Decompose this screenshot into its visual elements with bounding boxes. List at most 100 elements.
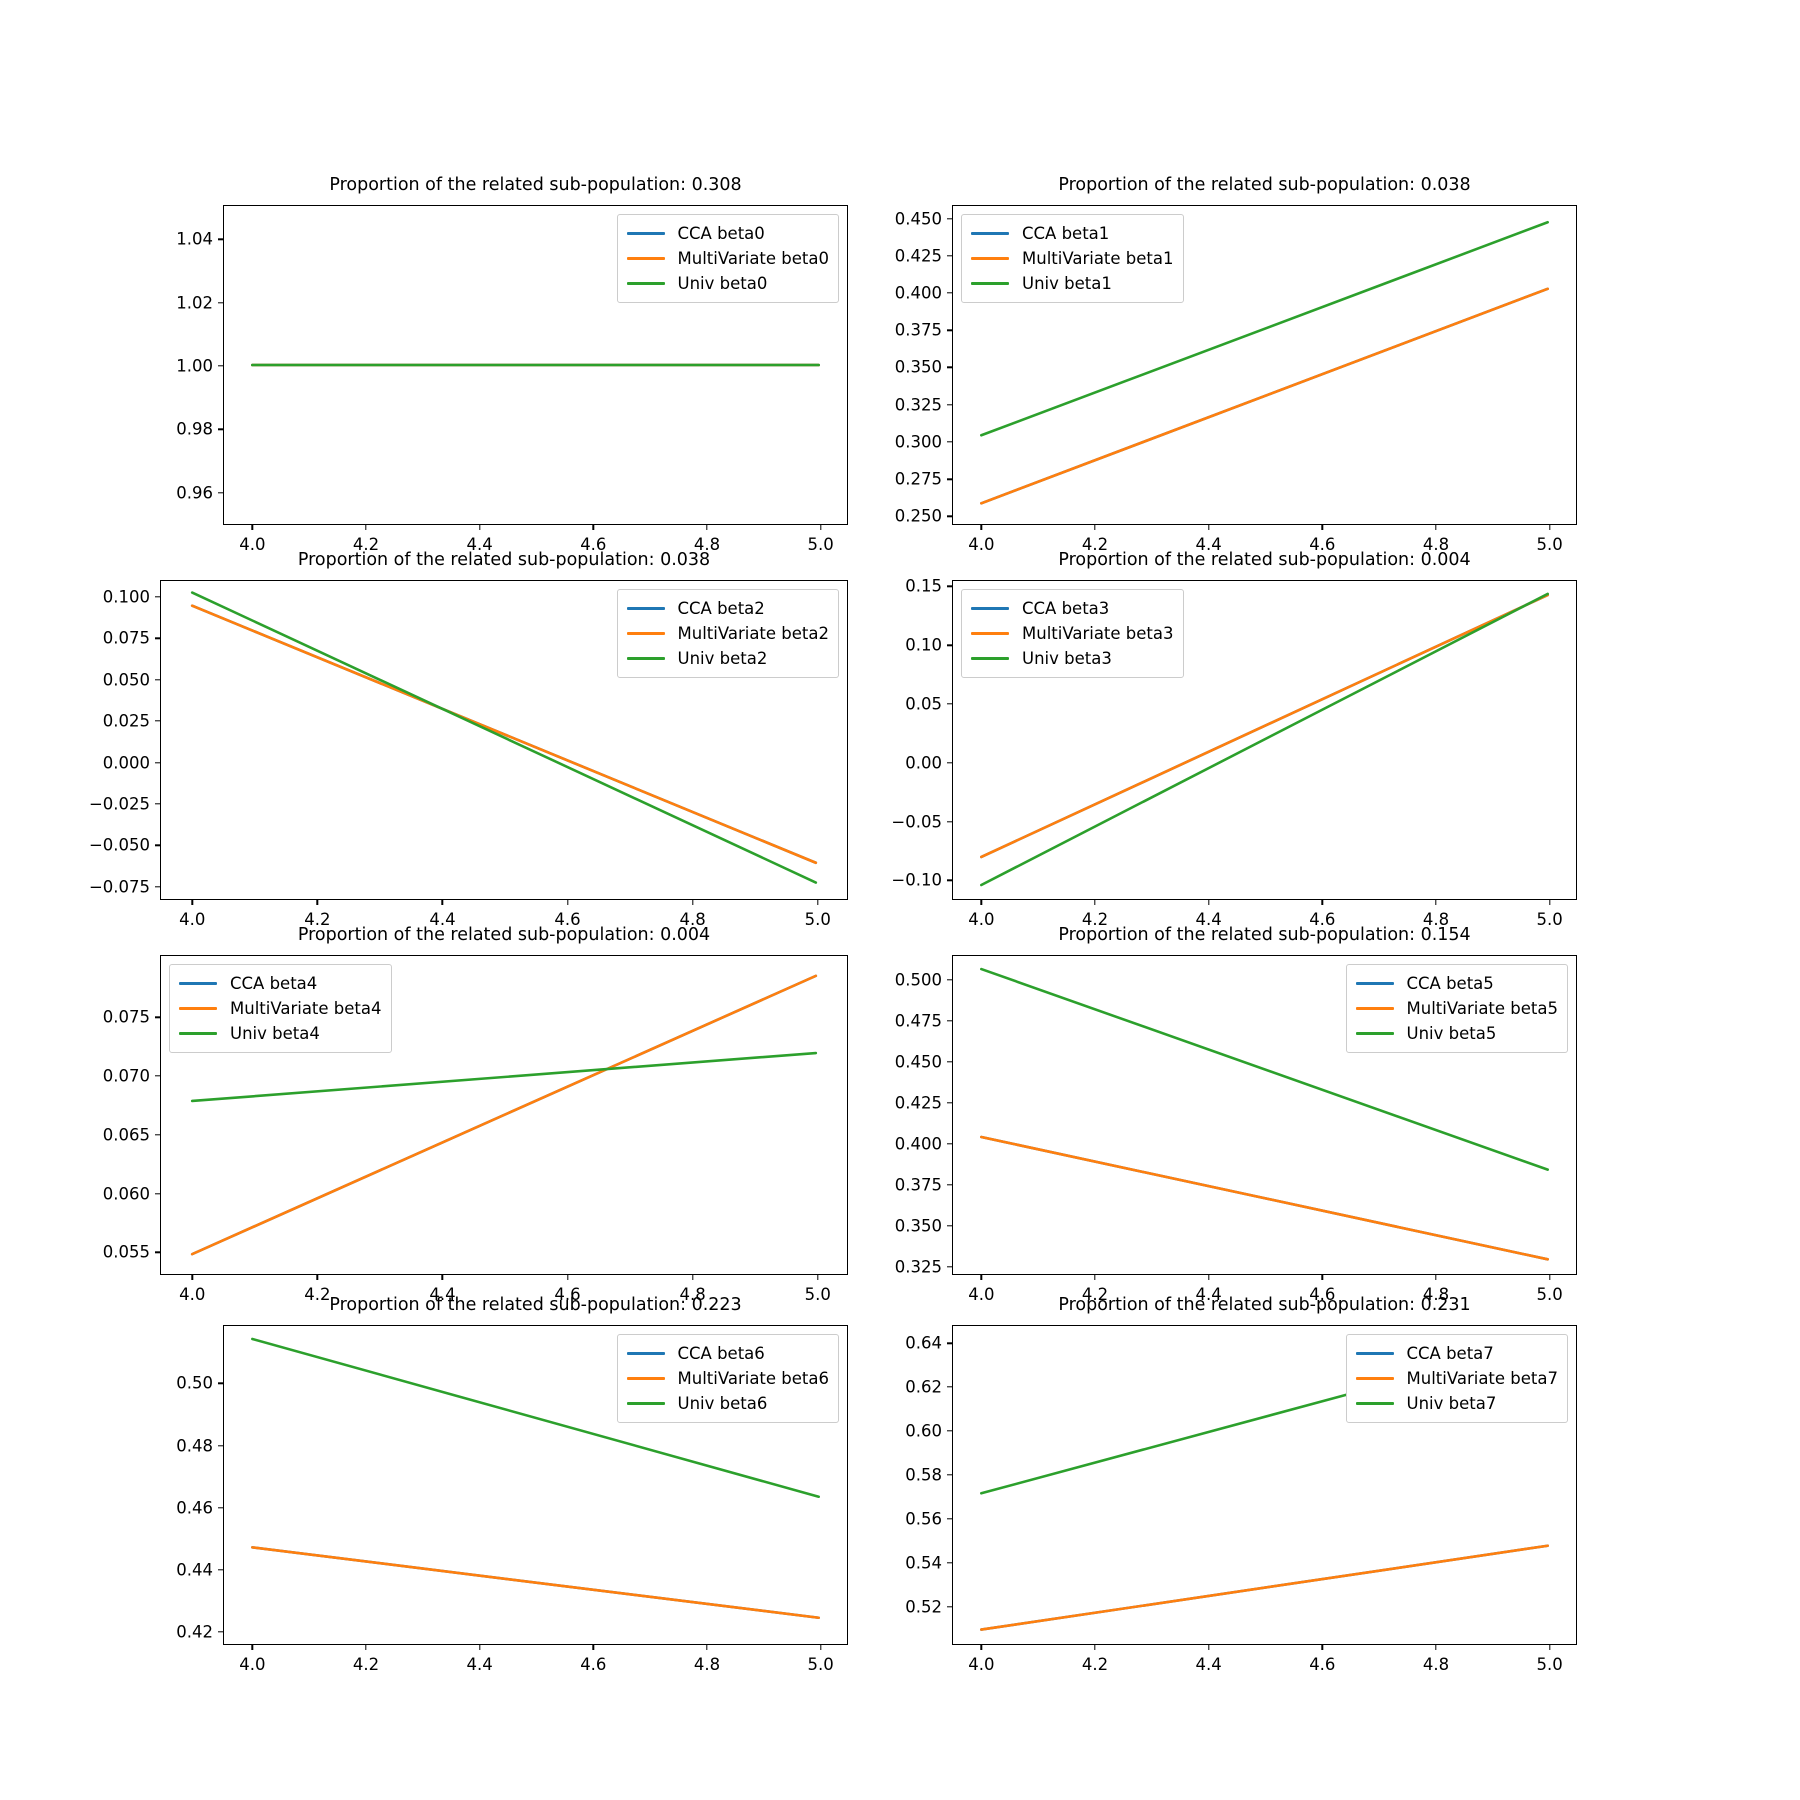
y-tick-label-0-0: 1.04 — [176, 229, 213, 249]
y-tick-mark-2-3 — [155, 720, 161, 722]
y-tick-label-5-4: 0.400 — [894, 1134, 942, 1154]
x-tick-mark-2-3 — [566, 899, 569, 905]
line-series-5-2 — [980, 967, 1549, 1171]
x-tick-mark-7-5 — [1548, 1644, 1551, 1650]
x-tick-label-6-1: 4.2 — [352, 1655, 380, 1674]
x-tick-mark-6-3 — [592, 1644, 595, 1650]
y-tick-mark-4-2 — [155, 1134, 161, 1136]
x-tick-label-1-3: 4.6 — [1309, 535, 1336, 554]
x-tick-label-1-2: 4.4 — [1195, 535, 1222, 554]
legend-swatch-icon-0-0 — [626, 232, 665, 235]
x-tick-mark-3-5 — [1548, 899, 1551, 905]
subplot-title-2: Proportion of the related sub-population… — [297, 550, 711, 570]
y-tick-mark-2-7 — [155, 886, 161, 888]
y-tick-label-5-6: 0.350 — [894, 1216, 942, 1236]
legend-item-5-1: MultiVariate beta5 — [1355, 996, 1559, 1021]
y-tick-mark-2-1 — [155, 637, 161, 639]
legend-swatch-icon-1-2 — [971, 282, 1009, 285]
y-tick-mark-4-4 — [155, 1251, 161, 1254]
y-tick-label-6-0: 0.50 — [176, 1373, 213, 1393]
y-tick-label-2-5: −0.025 — [88, 794, 150, 814]
x-tick-label-3-1: 4.2 — [1081, 910, 1109, 929]
y-tick-label-7-1: 0.62 — [905, 1377, 942, 1397]
y-tick-mark-3-5 — [947, 879, 953, 882]
y-tick-label-5-5: 0.375 — [894, 1175, 942, 1195]
x-tick-label-5-4: 4.8 — [1422, 1285, 1450, 1304]
x-tick-label-2-4: 4.8 — [679, 910, 706, 929]
x-tick-mark-4-0 — [191, 1274, 193, 1280]
x-tick-label-4-5: 5.0 — [804, 1285, 831, 1304]
x-tick-mark-1-3 — [1321, 524, 1324, 530]
legend-swatch-icon-1-1 — [971, 257, 1009, 260]
legend-4: CCA beta4 MultiVariate beta4 Univ beta4 — [169, 964, 392, 1053]
y-tick-mark-7-5 — [947, 1562, 953, 1564]
legend-item-0-2: Univ beta0 — [626, 271, 830, 296]
legend-label-6-0: CCA beta6 — [677, 1343, 765, 1363]
y-tick-mark-1-0 — [947, 217, 953, 220]
x-tick-label-4-2: 4.4 — [429, 1285, 456, 1304]
y-tick-label-0-3: 0.98 — [176, 419, 213, 439]
y-tick-mark-0-3 — [218, 428, 224, 431]
legend-5: CCA beta5 MultiVariate beta5 Univ beta5 — [1345, 964, 1568, 1053]
y-tick-label-7-4: 0.56 — [905, 1509, 942, 1529]
y-tick-mark-2-2 — [155, 678, 161, 681]
y-tick-label-6-3: 0.44 — [176, 1560, 213, 1580]
y-tick-mark-5-2 — [947, 1061, 953, 1063]
legend-item-7-1: MultiVariate beta7 — [1355, 1366, 1558, 1391]
y-tick-label-6-4: 0.42 — [176, 1622, 213, 1642]
legend-swatch-icon-4-1 — [179, 1007, 217, 1010]
x-tick-label-0-0: 4.0 — [239, 535, 266, 554]
plot-area-1: 0.450 0.425 0.400 0.375 0.350 0.325 0.300 0.275… — [895, 205, 1577, 554]
y-tick-mark-4-3 — [155, 1192, 161, 1195]
y-tick-mark-6-0 — [218, 1382, 224, 1385]
x-tick-mark-3-4 — [1435, 899, 1437, 905]
legend-swatch-icon-6-0 — [626, 1352, 665, 1355]
y-tick-mark-1-2 — [947, 292, 953, 294]
legend-swatch-icon-3-2 — [971, 657, 1009, 660]
x-tick-label-3-0: 4.0 — [968, 910, 995, 929]
x-tick-label-4-0: 4.0 — [179, 1285, 206, 1304]
x-tick-mark-5-1 — [1094, 1274, 1096, 1280]
legend-label-1-0: CCA beta1 — [1022, 223, 1110, 243]
x-tick-mark-5-4 — [1435, 1274, 1437, 1280]
legend-item-3-2: Univ beta3 — [971, 646, 1174, 671]
legend-label-2-0: CCA beta2 — [677, 598, 765, 618]
y-tick-mark-3-0 — [947, 585, 953, 587]
y-tick-mark-7-4 — [947, 1518, 953, 1520]
y-tick-mark-5-4 — [947, 1143, 953, 1145]
y-tick-label-7-5: 0.54 — [905, 1553, 942, 1573]
x-tick-label-6-3: 4.6 — [580, 1655, 607, 1674]
legend-label-7-0: CCA beta7 — [1406, 1343, 1494, 1363]
line-series-2-1 — [190, 604, 818, 865]
y-tick-mark-1-7 — [947, 478, 953, 480]
y-tick-label-0-2: 1.00 — [176, 356, 213, 376]
y-tick-mark-6-4 — [218, 1631, 224, 1633]
plot-area-2: 0.100 0.075 0.050 0.025 0.000 −0.025 −0.050 −0.… — [89, 580, 848, 929]
y-tick-mark-7-1 — [947, 1386, 953, 1388]
y-tick-mark-5-1 — [947, 1020, 953, 1022]
y-tick-mark-0-4 — [218, 492, 224, 494]
y-tick-mark-2-0 — [155, 596, 161, 598]
x-tick-mark-0-0 — [251, 524, 254, 530]
x-tick-mark-2-0 — [191, 899, 193, 905]
plot-area-5: 0.500 0.475 0.450 0.425 0.400 0.375 0.350 0.325… — [895, 955, 1577, 1304]
x-tick-label-6-2: 4.4 — [466, 1655, 493, 1674]
x-tick-mark-4-1 — [316, 1274, 319, 1280]
x-tick-mark-5-5 — [1548, 1274, 1551, 1280]
legend-label-6-1: MultiVariate beta6 — [677, 1368, 830, 1388]
y-tick-label-3-2: 0.05 — [905, 694, 942, 714]
x-tick-label-2-1: 4.2 — [304, 910, 331, 929]
x-tick-mark-5-2 — [1207, 1274, 1210, 1280]
y-tick-label-7-6: 0.52 — [905, 1597, 942, 1617]
legend-label-0-1: MultiVariate beta0 — [677, 248, 830, 268]
y-tick-label-7-2: 0.60 — [905, 1421, 942, 1441]
legend-label-5-1: MultiVariate beta5 — [1406, 998, 1559, 1018]
y-tick-mark-0-1 — [218, 301, 224, 304]
y-tick-label-2-0: 0.100 — [102, 587, 150, 607]
subplot-title-7: Proportion of the related sub-population… — [1058, 1295, 1471, 1315]
legend-label-3-2: Univ beta3 — [1022, 648, 1112, 668]
x-tick-mark-0-3 — [592, 524, 595, 530]
y-tick-mark-3-3 — [947, 762, 953, 764]
x-tick-label-7-0: 4.0 — [968, 1655, 995, 1674]
line-series-4-1 — [190, 974, 818, 1256]
